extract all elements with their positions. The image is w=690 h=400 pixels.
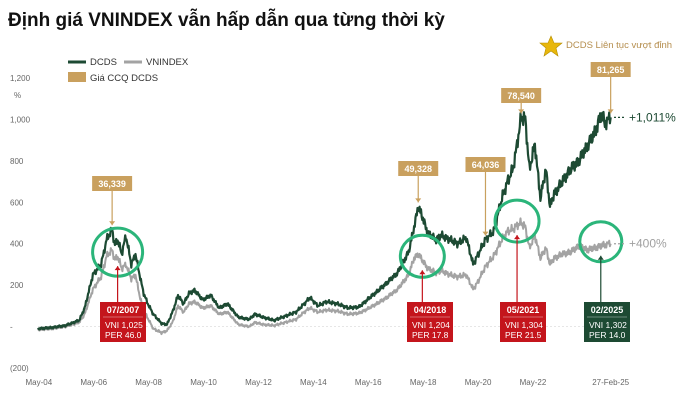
price-callout-value: 36,339 [98, 179, 126, 189]
valuation-per: PER 21.5 [505, 330, 542, 340]
price-callout-arrowhead [482, 231, 489, 236]
x-tick-label: 27-Feb-25 [592, 378, 629, 387]
valuation-box [500, 302, 546, 342]
valuation-per: PER 46.0 [105, 330, 142, 340]
valuation-arrowhead [114, 266, 121, 271]
price-callout-arrowhead [518, 109, 525, 114]
x-tick-label: May-14 [300, 378, 327, 387]
valuation-box [100, 302, 146, 342]
x-tick-label: May-22 [520, 378, 547, 387]
valuation-per: PER 17.8 [412, 330, 449, 340]
valuation-arrowhead [419, 270, 426, 275]
legend-price-label: Giá CCQ DCDS [90, 73, 158, 84]
series-lines [37, 110, 612, 336]
price-callout-value: 49,328 [404, 164, 432, 174]
price-callout-box [465, 157, 506, 172]
x-tick-label: May-08 [135, 378, 162, 387]
price-callout-value: 78,540 [507, 91, 535, 101]
valuation-arrowhead [597, 255, 604, 260]
x-tick-label: May-16 [355, 378, 382, 387]
x-tick-label: May-12 [245, 378, 272, 387]
valuation-vni: VNI 1,304 [505, 320, 543, 330]
valuation-date: 04/2018 [414, 305, 447, 315]
series-vnindex-line [37, 217, 612, 336]
price-callout-box [398, 161, 439, 176]
y-tick-label: 600 [10, 198, 24, 207]
price-callout-value: 81,265 [597, 65, 625, 75]
series-dcds-line [37, 110, 612, 331]
price-callout-arrowhead [109, 221, 116, 226]
price-callout-box [590, 62, 631, 77]
y-tick-label: - [10, 323, 13, 332]
price-callout-box [501, 88, 542, 103]
valuation-date: 02/2025 [591, 305, 624, 315]
price-callout-box [92, 176, 133, 191]
y-tick-label: 1,200 [10, 74, 31, 83]
valuation-vni: VNI 1,302 [589, 320, 627, 330]
gain-label: +400% [629, 237, 667, 251]
legend-price-swatch [68, 72, 86, 82]
price-callout-arrowhead [607, 109, 614, 114]
price-callout-value: 64,036 [472, 160, 500, 170]
highlight-circle [578, 220, 624, 264]
valuation-vni: VNI 1,204 [412, 320, 450, 330]
annotations: 36,339 49,328 64,036 78,540 81,265 07/2007 VNI… [91, 62, 676, 342]
star-note: DCDS Liên tục vượt đỉnh [539, 35, 672, 57]
y-tick-label: 800 [10, 157, 24, 166]
valuation-arrowhead [514, 235, 521, 240]
valuation-box [584, 302, 630, 342]
price-callout-arrowhead [415, 198, 422, 203]
x-tick-label: May-10 [190, 378, 217, 387]
x-tick-label: May-06 [80, 378, 107, 387]
gain-label: +1,011% [629, 110, 676, 124]
valuation-per: PER 14.0 [589, 330, 626, 340]
y-tick-label: 200 [10, 281, 24, 290]
valuation-date: 07/2007 [107, 305, 140, 315]
y-axis-label: % [14, 91, 21, 100]
legend: DCDS VNINDEX Giá CCQ DCDS [68, 57, 189, 84]
valuation-box [407, 302, 453, 342]
x-tick-label: May-04 [25, 378, 52, 387]
star-note-text: DCDS Liên tục vượt đỉnh [566, 40, 672, 51]
star-icon [539, 35, 563, 57]
y-tick-label: (200) [10, 364, 29, 373]
y-tick-label: 400 [10, 240, 24, 249]
chart-title: Định giá VNINDEX vẫn hấp dẫn qua từng th… [8, 9, 445, 31]
valuation-vni: VNI 1,025 [105, 320, 143, 330]
valuation-date: 05/2021 [507, 305, 540, 315]
y-tick-label: 1,000 [10, 115, 31, 124]
x-tick-label: May-20 [465, 378, 492, 387]
legend-dcds-label: DCDS [90, 57, 117, 68]
x-tick-label: May-18 [410, 378, 437, 387]
legend-vnindex-label: VNINDEX [146, 57, 189, 68]
